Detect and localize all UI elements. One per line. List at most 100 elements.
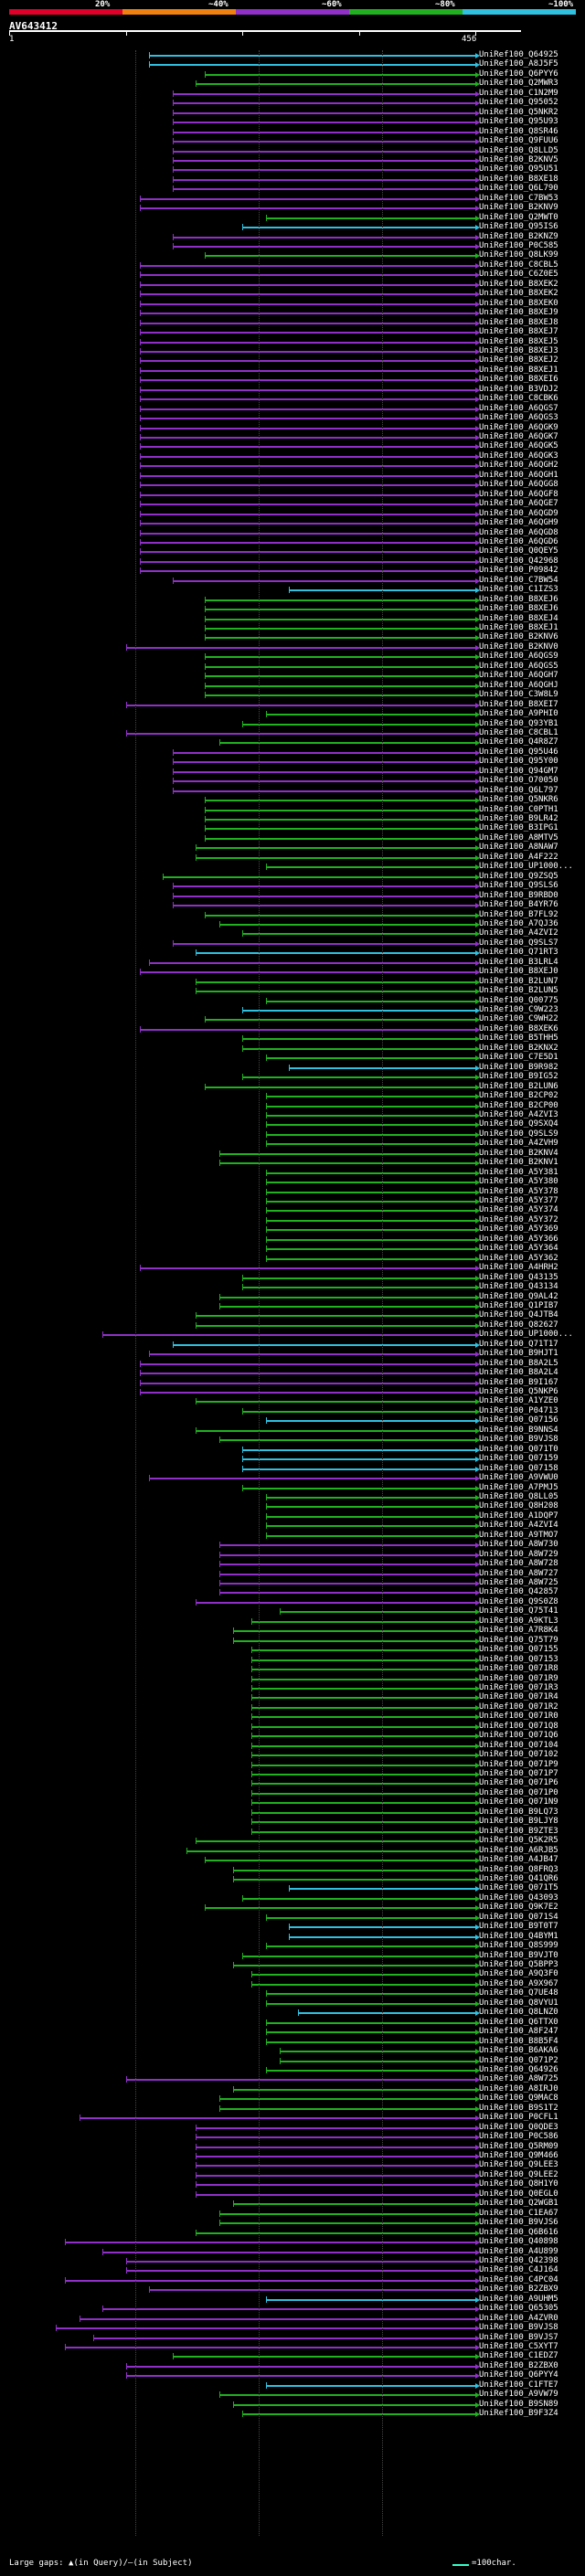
- hit-accession-link[interactable]: UniRef100_B9RBD0: [479, 890, 558, 900]
- hit-alignment-bar[interactable]: [251, 1811, 475, 1814]
- hit-accession-link[interactable]: UniRef100_B2KNV9: [479, 203, 558, 213]
- hit-row[interactable]: UniRef100_B2KNV4: [0, 1149, 585, 1159]
- hit-row[interactable]: UniRef100_A7QJ36: [0, 919, 585, 929]
- hit-accession-link[interactable]: UniRef100_A4JB47: [479, 1855, 558, 1865]
- hit-alignment-bar[interactable]: [218, 1553, 475, 1556]
- hit-accession-link[interactable]: UniRef100_Q9FUU6: [479, 136, 558, 146]
- hit-alignment-bar[interactable]: [172, 790, 475, 792]
- hit-row[interactable]: UniRef100_A7R8K4: [0, 1626, 585, 1636]
- hit-row[interactable]: UniRef100_Q95Y00: [0, 757, 585, 767]
- hit-row[interactable]: UniRef100_C4J164: [0, 2265, 585, 2275]
- hit-accession-link[interactable]: UniRef100_A6QGH1: [479, 470, 558, 480]
- hit-alignment-bar[interactable]: [218, 1544, 475, 1547]
- hit-accession-link[interactable]: UniRef100_B2LUN5: [479, 986, 558, 996]
- hit-accession-link[interactable]: UniRef100_Q9M466: [479, 2151, 558, 2160]
- hit-accession-link[interactable]: UniRef100_Q5RM09: [479, 2141, 558, 2151]
- hit-accession-link[interactable]: UniRef100_B8XEJ6: [479, 604, 558, 614]
- hit-alignment-bar[interactable]: [265, 2041, 475, 2043]
- hit-alignment-bar[interactable]: [265, 1496, 475, 1499]
- hit-accession-link[interactable]: UniRef100_B2KNV4: [479, 1148, 558, 1158]
- hit-alignment-bar[interactable]: [172, 141, 475, 143]
- hit-row[interactable]: UniRef100_Q42857: [0, 1587, 585, 1597]
- hit-row[interactable]: UniRef100_C7BW53: [0, 194, 585, 204]
- hit-row[interactable]: UniRef100_Q07159: [0, 1454, 585, 1464]
- hit-alignment-bar[interactable]: [251, 1802, 475, 1805]
- hit-row[interactable]: UniRef100_Q6L797: [0, 786, 585, 796]
- hit-accession-link[interactable]: UniRef100_A6RJB5: [479, 1845, 558, 1855]
- hit-row[interactable]: UniRef100_C5XYT7: [0, 2342, 585, 2352]
- hit-accession-link[interactable]: UniRef100_C1EA67: [479, 2208, 558, 2218]
- hit-row[interactable]: UniRef100_Q42398: [0, 2256, 585, 2266]
- hit-accession-link[interactable]: UniRef100_A6QGK9: [479, 422, 558, 432]
- hit-row[interactable]: UniRef100_Q43134: [0, 1282, 585, 1292]
- hit-row[interactable]: UniRef100_Q6TTX0: [0, 2018, 585, 2028]
- hit-accession-link[interactable]: UniRef100_Q0EGL0: [479, 2189, 558, 2199]
- hit-alignment-bar[interactable]: [205, 828, 475, 831]
- hit-alignment-bar[interactable]: [279, 2060, 475, 2062]
- hit-accession-link[interactable]: UniRef100_B9LR42: [479, 814, 558, 823]
- hit-row[interactable]: UniRef100_A6QGD6: [0, 537, 585, 547]
- hit-accession-link[interactable]: UniRef100_C6Z0E5: [479, 270, 558, 280]
- hit-alignment-bar[interactable]: [139, 446, 475, 449]
- hit-accession-link[interactable]: UniRef100_Q9SLS9: [479, 1129, 558, 1139]
- hit-row[interactable]: UniRef100_B9RBD0: [0, 891, 585, 901]
- hit-accession-link[interactable]: UniRef100_A1YZE0: [479, 1396, 558, 1406]
- hit-row[interactable]: UniRef100_Q07158: [0, 1464, 585, 1474]
- hit-row[interactable]: UniRef100_Q2MWR3: [0, 79, 585, 89]
- hit-row[interactable]: UniRef100_C7BW54: [0, 576, 585, 586]
- hit-accession-link[interactable]: UniRef100_Q071T5: [479, 1883, 558, 1893]
- hit-row[interactable]: UniRef100_B9LJY8: [0, 1817, 585, 1827]
- hit-accession-link[interactable]: UniRef100_Q95U93: [479, 117, 558, 127]
- hit-row[interactable]: UniRef100_Q071T5: [0, 1883, 585, 1893]
- hit-row[interactable]: UniRef100_B9VJS7: [0, 2333, 585, 2343]
- hit-row[interactable]: UniRef100_Q4R8Z7: [0, 737, 585, 747]
- hit-alignment-bar[interactable]: [218, 1162, 475, 1165]
- hit-alignment-bar[interactable]: [196, 2165, 475, 2168]
- hit-accession-link[interactable]: UniRef100_C1N2M9: [479, 88, 558, 98]
- hit-alignment-bar[interactable]: [186, 1850, 475, 1852]
- hit-alignment-bar[interactable]: [172, 111, 475, 114]
- hit-accession-link[interactable]: UniRef100_Q2WGB1: [479, 2199, 558, 2209]
- hit-accession-link[interactable]: UniRef100_A9PHI0: [479, 709, 558, 719]
- hit-row[interactable]: UniRef100_A6QGE7: [0, 499, 585, 509]
- hit-alignment-bar[interactable]: [102, 2251, 475, 2253]
- hit-alignment-bar[interactable]: [279, 2051, 475, 2053]
- hit-accession-link[interactable]: UniRef100_Q5K2R5: [479, 1836, 558, 1846]
- hit-alignment-bar[interactable]: [196, 1324, 475, 1327]
- hit-alignment-bar[interactable]: [251, 1754, 475, 1757]
- hit-accession-link[interactable]: UniRef100_B8XEI7: [479, 699, 558, 709]
- hit-alignment-bar[interactable]: [149, 64, 475, 67]
- hit-alignment-bar[interactable]: [172, 188, 475, 191]
- hit-alignment-bar[interactable]: [232, 1869, 475, 1871]
- hit-row[interactable]: UniRef100_B7FL92: [0, 910, 585, 920]
- hit-accession-link[interactable]: UniRef100_Q1PIB7: [479, 1300, 558, 1310]
- hit-alignment-bar[interactable]: [172, 178, 475, 181]
- hit-row[interactable]: UniRef100_Q9K7E2: [0, 1903, 585, 1913]
- hit-alignment-bar[interactable]: [205, 599, 475, 601]
- hit-row[interactable]: UniRef100_A4JB47: [0, 1855, 585, 1865]
- hit-row[interactable]: UniRef100_Q8LL05: [0, 1492, 585, 1502]
- hit-row[interactable]: UniRef100_A4HRH2: [0, 1263, 585, 1273]
- hit-accession-link[interactable]: UniRef100_B8XE18: [479, 174, 558, 184]
- hit-row[interactable]: UniRef100_Q6B616: [0, 2228, 585, 2238]
- hit-accession-link[interactable]: UniRef100_P0CFL1: [479, 2113, 558, 2123]
- hit-alignment-bar[interactable]: [139, 322, 475, 324]
- hit-alignment-bar[interactable]: [205, 637, 475, 640]
- hit-accession-link[interactable]: UniRef100_B2CP00: [479, 1100, 558, 1110]
- hit-alignment-bar[interactable]: [265, 1515, 475, 1518]
- hit-accession-link[interactable]: UniRef100_C3W8L9: [479, 690, 558, 700]
- hit-alignment-bar[interactable]: [196, 952, 475, 955]
- hit-accession-link[interactable]: UniRef100_B8XEJ1: [479, 623, 558, 632]
- hit-alignment-bar[interactable]: [139, 313, 475, 315]
- hit-alignment-bar[interactable]: [251, 1735, 475, 1738]
- hit-accession-link[interactable]: UniRef100_Q8H1Y0: [479, 2179, 558, 2189]
- hit-row[interactable]: UniRef100_Q07153: [0, 1655, 585, 1665]
- hit-alignment-bar[interactable]: [265, 1248, 475, 1251]
- hit-accession-link[interactable]: UniRef100_A6QGS7: [479, 403, 558, 413]
- hit-accession-link[interactable]: UniRef100_Q43134: [479, 1282, 558, 1292]
- hit-alignment-bar[interactable]: [218, 2212, 475, 2215]
- hit-alignment-bar[interactable]: [172, 122, 475, 124]
- hit-alignment-bar[interactable]: [242, 1076, 475, 1079]
- hit-alignment-bar[interactable]: [205, 255, 475, 258]
- hit-alignment-bar[interactable]: [251, 1620, 475, 1623]
